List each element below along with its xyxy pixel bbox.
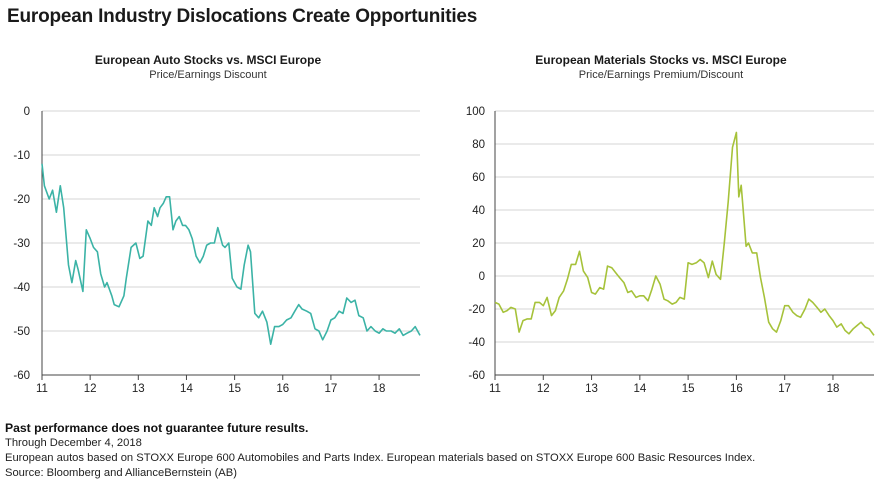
auto-y-tick-label: -60 [13, 370, 30, 382]
page-title: European Industry Dislocations Create Op… [7, 6, 478, 27]
auto-series-line [41, 163, 421, 346]
materials-chart: 100 80 60 40 20 0 -20 -40 -60 11 12 13 14 15 16 17 18 [466, 106, 875, 395]
materials-x-tick-label: 16 [730, 383, 743, 395]
materials-chart-subtitle: Price/Earnings Premium/Discount [578, 69, 744, 81]
materials-series-line [494, 131, 875, 336]
materials-x-tick-label: 13 [585, 383, 598, 395]
auto-chart-title: European Auto Stocks vs. MSCI Europe [94, 53, 322, 67]
auto-x-tick-label: 18 [373, 383, 386, 395]
auto-y-tick-label: -10 [13, 150, 30, 162]
auto-y-tick-label: -30 [13, 238, 30, 250]
auto-y-tick-label: -50 [13, 326, 30, 338]
materials-y-tick-label: -40 [468, 337, 485, 349]
auto-x-tick-label: 16 [276, 383, 289, 395]
auto-x-tick-label: 17 [325, 383, 338, 395]
date-note: Through December 4, 2018 [5, 437, 142, 449]
auto-chart-subtitle: Price/Earnings Discount [149, 69, 267, 81]
auto-y-tick-label: -20 [13, 194, 30, 206]
materials-x-tick-label: 17 [778, 383, 791, 395]
auto-y-tick-label: -40 [13, 282, 30, 294]
materials-chart-title: European Materials Stocks vs. MSCI Europ… [535, 53, 787, 67]
auto-chart: 0 -10 -20 -30 -40 -50 -60 11 12 13 14 15 16 17 18 [13, 106, 421, 395]
auto-y-tick-label: 0 [24, 106, 30, 118]
materials-x-tick-label: 15 [682, 383, 695, 395]
materials-x-tick-label: 18 [827, 383, 840, 395]
materials-y-tick-label: 60 [472, 172, 485, 184]
index-note: European autos based on STOXX Europe 600… [5, 452, 756, 464]
materials-x-tick-label: 11 [489, 383, 501, 395]
materials-x-tick-label: 14 [633, 383, 646, 395]
auto-x-tick-label: 12 [84, 383, 97, 395]
materials-x-tick-label: 12 [537, 383, 550, 395]
materials-y-tick-label: 0 [479, 271, 485, 283]
auto-x-tick-label: 13 [132, 383, 145, 395]
materials-y-tick-label: -60 [468, 370, 485, 382]
auto-x-tick-label: 14 [180, 383, 193, 395]
auto-x-tick-label: 15 [228, 383, 241, 395]
materials-y-tick-label: 80 [472, 139, 485, 151]
materials-y-tick-label: 100 [466, 106, 485, 118]
source-note: Source: Bloomberg and AllianceBernstein … [5, 467, 237, 479]
materials-y-tick-label: 20 [472, 238, 485, 250]
materials-y-tick-label: 40 [472, 205, 485, 217]
disclaimer-text: Past performance does not guarantee futu… [5, 421, 309, 435]
auto-x-tick-label: 11 [36, 383, 48, 395]
materials-y-tick-label: -20 [468, 304, 485, 316]
